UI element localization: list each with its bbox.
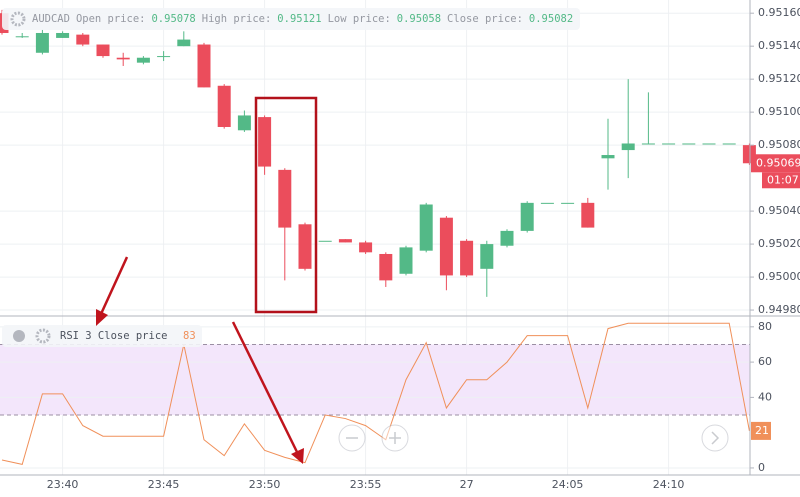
candle-body [621, 143, 635, 151]
candle-body [35, 32, 49, 53]
candle-body [460, 240, 474, 276]
x-tick-label: 23:45 [148, 478, 180, 491]
symbol: AUDCAD [32, 13, 70, 25]
candle-body [15, 36, 29, 38]
y-tick-label: 60 [758, 355, 772, 368]
y-tick-label: 0.95120 [758, 72, 800, 85]
legend-label: Close price: [447, 13, 523, 25]
legend-label: Low price: [328, 13, 391, 25]
candle-body [298, 224, 312, 269]
legend-value: 0.95058 [397, 13, 441, 25]
rsi-line [1, 322, 750, 466]
x-tick-label: 23:40 [47, 478, 79, 491]
y-tick-label: 0.94980 [758, 303, 800, 316]
highlight-box [254, 96, 318, 314]
candle-body [76, 34, 90, 45]
candle-body [702, 143, 716, 145]
legend-value: 0.95082 [529, 13, 573, 25]
legend-value: 0.95078 [151, 13, 195, 25]
candle-body [136, 57, 150, 63]
x-tick-label: 27 [460, 478, 474, 491]
legend-label: Open price: [76, 13, 146, 25]
scroll-right-button[interactable] [701, 424, 729, 452]
x-tick-label: 24:05 [552, 478, 584, 491]
legend-value: 0.95121 [277, 13, 321, 25]
y-tick-label: 0.95040 [758, 204, 800, 217]
candle-body [722, 143, 736, 145]
rsi-label-box [751, 421, 771, 440]
candle-body [641, 143, 655, 145]
candle-body [662, 143, 676, 145]
settings-icon[interactable] [35, 328, 51, 344]
chevron-icon [711, 431, 720, 445]
rsi-title: RSI 3 Close price [60, 330, 167, 342]
candle-body [419, 204, 433, 251]
candle-body [237, 115, 251, 131]
arrow [99, 256, 129, 315]
candle-body [157, 56, 171, 58]
candle-body [338, 239, 352, 243]
candle-body [561, 202, 575, 204]
arrow [231, 321, 299, 453]
y-tick-label: 0.95000 [758, 270, 800, 283]
y-tick-label: 0.95100 [758, 105, 800, 118]
y-tick-label: 0 [758, 461, 765, 474]
candle-body [399, 247, 413, 274]
countdown: 01:07 [767, 173, 799, 186]
candle-body [96, 44, 110, 57]
x-tick-label: 24:10 [653, 478, 685, 491]
x-tick-label: 23:50 [249, 478, 281, 491]
candle-body [480, 244, 494, 269]
rsi-header-value: 83 [183, 330, 196, 342]
candle-body [500, 230, 514, 246]
close-icon[interactable] [13, 330, 25, 342]
candle-body [379, 253, 393, 281]
candle-body [581, 202, 595, 228]
arrow-head [96, 309, 108, 326]
candle-body [520, 202, 534, 231]
rsi-legend-box [2, 325, 202, 347]
candle-body [56, 32, 70, 38]
settings-icon[interactable] [10, 11, 26, 27]
y-tick-label: 0.95080 [758, 138, 800, 151]
candle-body [177, 39, 191, 47]
legend-box [2, 8, 580, 30]
y-tick-label: 0.95160 [758, 6, 800, 19]
candle-body [540, 202, 554, 204]
candle-body [197, 44, 211, 88]
y-tick-label: 0.95020 [758, 237, 800, 250]
candle-body [258, 117, 272, 167]
candle-body [318, 240, 332, 242]
countdown-box [762, 172, 800, 189]
rsi-band [0, 344, 750, 416]
candle-body [217, 85, 231, 127]
candle-body [601, 155, 615, 159]
candle-body [439, 217, 453, 276]
candle-body [278, 169, 292, 228]
rsi-label: 21 [755, 424, 769, 437]
y-tick-label: 0.95140 [758, 39, 800, 52]
x-tick-label: 23:55 [350, 478, 382, 491]
y-tick-label: 40 [758, 390, 772, 403]
price-label-box [751, 154, 800, 173]
candle-body [116, 57, 130, 60]
y-tick-label: 80 [758, 320, 772, 333]
candle-body [359, 242, 373, 253]
candle-body [682, 143, 696, 145]
plus-icon [389, 432, 401, 444]
legend: AUDCAD Open price: 0.95078 High price: 0.951… [32, 13, 573, 25]
legend-label: High price: [202, 13, 272, 25]
price-label: 0.95069 [756, 156, 800, 169]
arrow-head [291, 448, 304, 464]
